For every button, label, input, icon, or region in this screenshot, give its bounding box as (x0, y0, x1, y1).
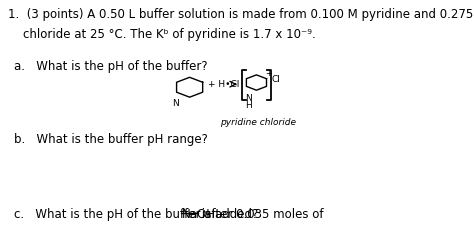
Text: b.   What is the buffer pH range?: b. What is the buffer pH range? (14, 133, 208, 146)
Text: c.   What is the pH of the buffer after 0.035 moles of: c. What is the pH of the buffer after 0.… (14, 208, 327, 221)
Text: H: H (245, 101, 252, 110)
Text: NaOH: NaOH (182, 208, 216, 221)
Text: N: N (172, 99, 179, 109)
Text: + H•Cl: + H•Cl (209, 80, 240, 89)
Text: +: + (265, 69, 272, 78)
Text: chloride at 25 °C. The Kᵇ of pyridine is 1.7 x 10⁻⁹.: chloride at 25 °C. The Kᵇ of pyridine is… (8, 28, 315, 41)
Text: 1.  (3 points) A 0.50 L buffer solution is made from 0.100 M pyridine and 0.275 : 1. (3 points) A 0.50 L buffer solution i… (8, 8, 474, 21)
Text: Cl: Cl (272, 74, 281, 84)
Text: N: N (245, 94, 252, 103)
Text: pyridine chloride: pyridine chloride (220, 118, 296, 127)
Text: is added?: is added? (198, 208, 258, 221)
Text: a.   What is the pH of the buffer?: a. What is the pH of the buffer? (14, 60, 208, 73)
